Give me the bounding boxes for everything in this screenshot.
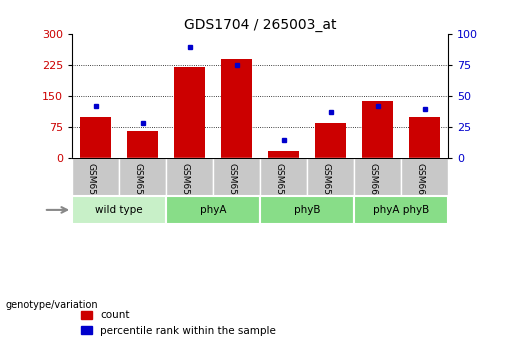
Bar (268, 151, 299, 158)
Bar (72, 158, 119, 196)
Text: GSM65902: GSM65902 (228, 162, 236, 212)
Text: GSM65904: GSM65904 (274, 162, 284, 212)
Text: phyB: phyB (294, 205, 320, 215)
Text: GSM66030: GSM66030 (416, 162, 424, 212)
Text: wild type: wild type (95, 205, 143, 215)
Text: phyA: phyA (200, 205, 226, 215)
Text: GSM65910: GSM65910 (321, 162, 331, 212)
Bar (409, 117, 440, 158)
Bar (174, 68, 205, 158)
Text: GSM65897: GSM65897 (133, 162, 143, 212)
Bar (354, 196, 448, 224)
Text: genotype/variation: genotype/variation (5, 300, 98, 310)
Bar (127, 131, 158, 158)
Bar (166, 196, 260, 224)
Bar (119, 158, 166, 196)
Title: GDS1704 / 265003_at: GDS1704 / 265003_at (184, 18, 336, 32)
Bar (315, 123, 346, 158)
Bar (166, 158, 213, 196)
Text: GSM65896: GSM65896 (87, 162, 96, 212)
Bar (80, 117, 111, 158)
Text: GSM65898: GSM65898 (181, 162, 190, 212)
Bar (307, 158, 354, 196)
Bar (221, 59, 252, 158)
Text: GSM66029: GSM66029 (369, 162, 377, 212)
Bar (260, 196, 354, 224)
Bar (213, 158, 260, 196)
Bar (72, 196, 166, 224)
Bar (260, 158, 307, 196)
Bar (354, 158, 401, 196)
Bar (362, 101, 393, 158)
Text: phyA phyB: phyA phyB (373, 205, 429, 215)
Bar (401, 158, 448, 196)
Legend: count, percentile rank within the sample: count, percentile rank within the sample (77, 306, 280, 340)
